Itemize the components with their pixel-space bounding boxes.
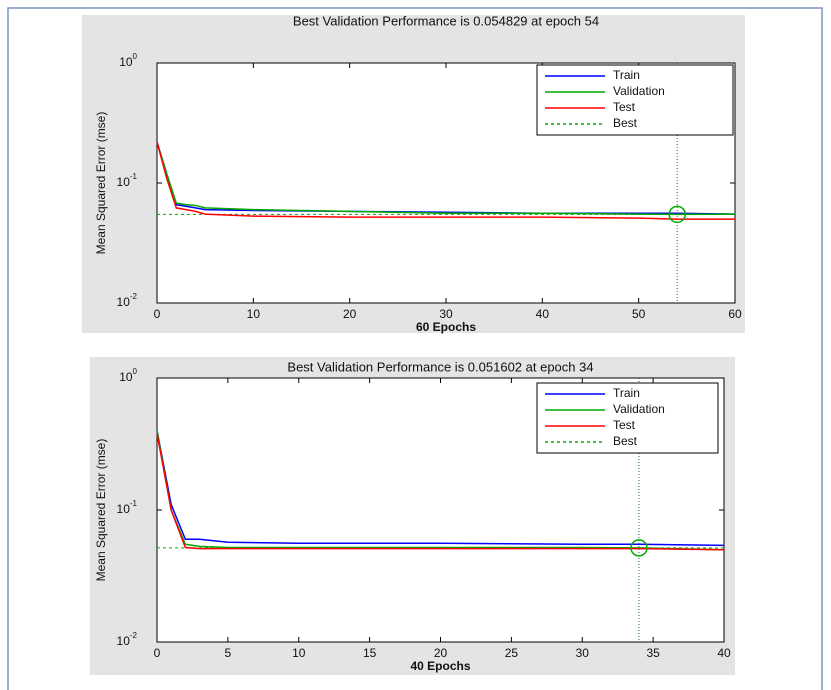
x-tick-label: 0 (154, 307, 161, 321)
legend-label: Train (613, 386, 640, 400)
x-tick-label: 60 (728, 307, 742, 321)
y-tick-exponent: -2 (130, 292, 138, 301)
x-tick-label: 30 (439, 307, 453, 321)
x-tick-label: 40 (717, 646, 731, 660)
series-line (156, 141, 736, 215)
x-tick-label: 50 (632, 307, 646, 321)
x-tick-label: 20 (434, 646, 448, 660)
y-tick-label: 10-2 (117, 292, 138, 309)
y-tick-base: 10 (117, 502, 131, 516)
legend-label: Best (613, 116, 638, 130)
legend-label: Test (613, 418, 636, 432)
y-tick-base: 10 (119, 370, 133, 384)
y-tick-base: 10 (117, 295, 131, 309)
x-axis-label: 40 Epochs (410, 659, 470, 673)
y-tick-exponent: -2 (130, 631, 138, 640)
y-tick-exponent: -1 (130, 172, 138, 181)
x-tick-label: 20 (343, 307, 357, 321)
x-tick-label: 40 (536, 307, 550, 321)
y-tick-label: 100 (119, 52, 137, 69)
series-line (156, 141, 736, 216)
y-tick-base: 10 (117, 175, 131, 189)
y-tick-label: 10-1 (117, 172, 138, 189)
y-tick-label: 100 (119, 367, 137, 384)
y-tick-label: 10-2 (117, 631, 138, 648)
x-tick-label: 5 (225, 646, 232, 660)
y-tick-exponent: -1 (130, 499, 138, 508)
series-line (156, 433, 725, 551)
legend-label: Train (613, 68, 640, 82)
y-axis-label: Mean Squared Error (mse) (94, 439, 108, 582)
chart-title: Best Validation Performance is 0.051602 … (287, 359, 593, 374)
series-line (156, 141, 735, 220)
legend-label: Test (613, 100, 636, 114)
series-line (156, 430, 725, 547)
y-tick-exponent: 0 (133, 52, 138, 61)
x-tick-label: 10 (247, 307, 261, 321)
legend-label: Validation (613, 402, 665, 416)
chart-title: Best Validation Performance is 0.054829 … (293, 13, 599, 28)
x-tick-label: 30 (576, 646, 590, 660)
x-axis-label: 60 Epochs (416, 320, 476, 334)
y-tick-exponent: 0 (133, 367, 138, 376)
x-tick-label: 0 (154, 646, 161, 660)
best-marker (668, 205, 686, 224)
legend-label: Validation (613, 84, 665, 98)
best-marker (630, 539, 648, 557)
x-tick-label: 25 (505, 646, 519, 660)
x-tick-label: 10 (292, 646, 306, 660)
y-tick-base: 10 (119, 55, 133, 69)
y-tick-label: 10-1 (117, 499, 138, 516)
y-axis-label: Mean Squared Error (mse) (94, 112, 108, 255)
x-tick-label: 35 (646, 646, 660, 660)
x-tick-label: 15 (363, 646, 377, 660)
y-tick-base: 10 (117, 634, 131, 648)
page-border (7, 7, 823, 690)
legend-label: Best (613, 434, 638, 448)
